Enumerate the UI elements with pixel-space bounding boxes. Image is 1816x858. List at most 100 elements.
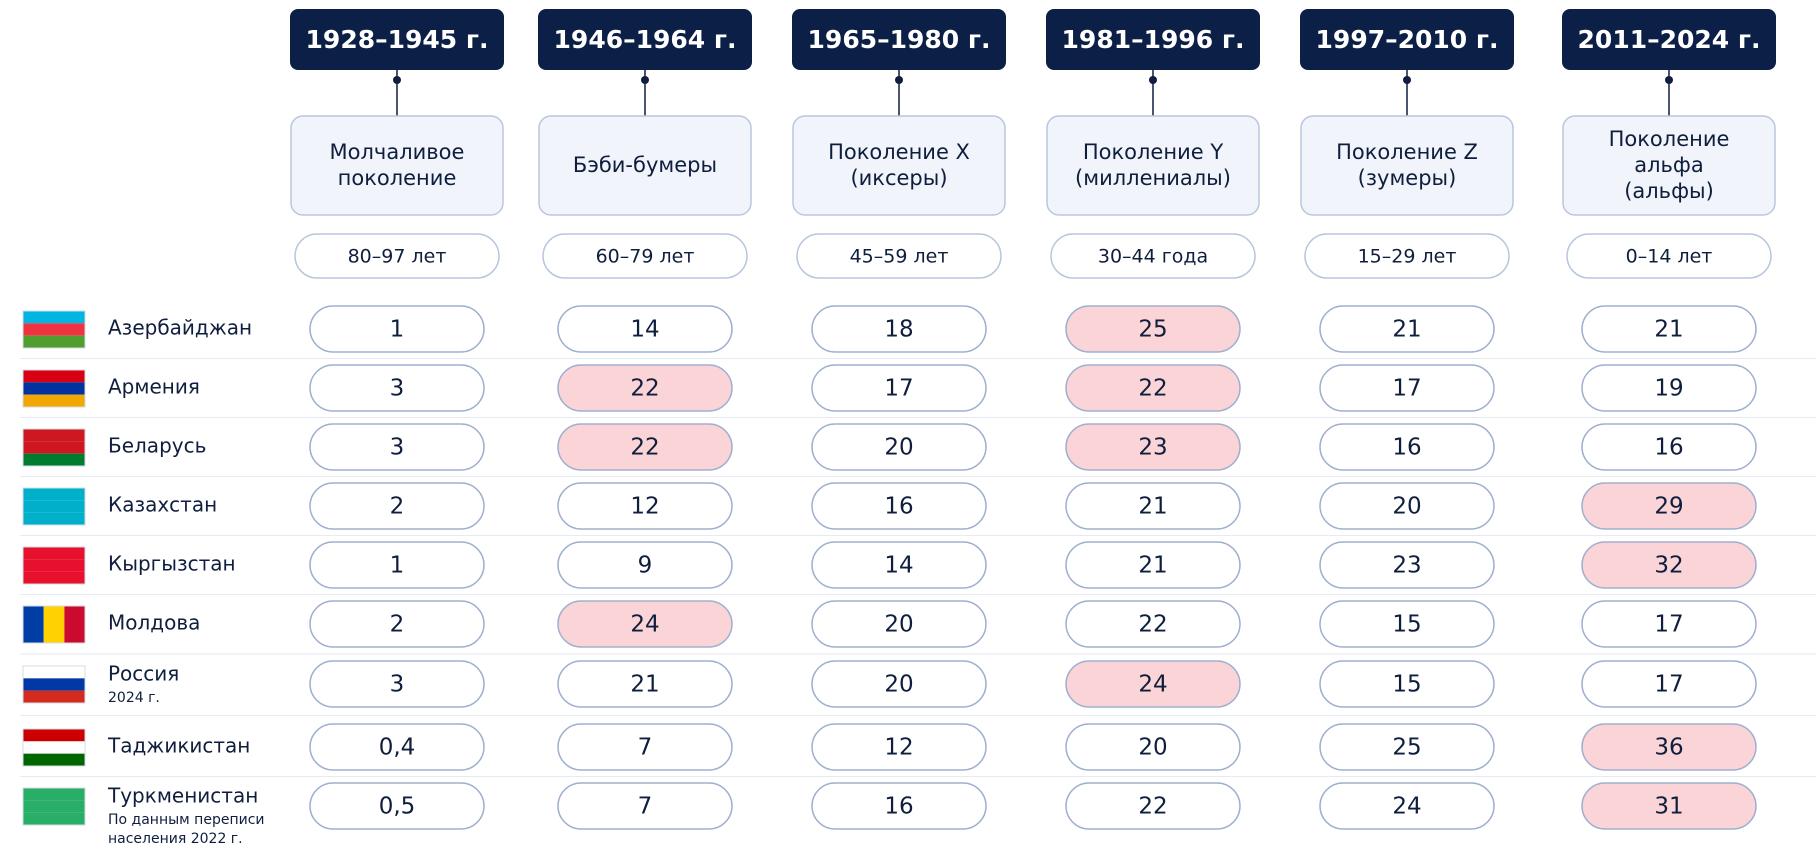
flag-border: [22, 665, 86, 704]
value: 22: [630, 376, 659, 402]
period: 1981–1996 г.: [1062, 25, 1245, 54]
flag-stripe: [23, 741, 85, 754]
value: 22: [1138, 612, 1167, 638]
generation: Молчаливое: [330, 140, 465, 164]
value-pill: [1065, 364, 1241, 412]
country: Молдова: [108, 611, 200, 635]
value: 17: [1654, 672, 1683, 698]
value: 21: [1654, 317, 1683, 343]
value-pill: [557, 305, 733, 353]
flag-stripe: [23, 606, 44, 643]
generation: (альфы): [1624, 179, 1714, 203]
value-pill: [557, 482, 733, 530]
value-pill: [309, 782, 485, 830]
generation-box: [1046, 115, 1260, 216]
flag-stripe: [23, 441, 85, 454]
value: 0,4: [379, 735, 416, 761]
value: 17: [1392, 376, 1421, 402]
value: 21: [1392, 317, 1421, 343]
value: 20: [884, 612, 913, 638]
flag-stripe: [23, 678, 85, 691]
period: 2011–2024 г.: [1578, 25, 1761, 54]
generation: Поколение Y: [1083, 140, 1223, 164]
country-note: населения 2022 г.: [108, 831, 243, 847]
value-pill: [811, 782, 987, 830]
value-pill: [1581, 782, 1757, 830]
country: Туркменистан: [107, 784, 258, 808]
flag-stripe: [23, 382, 85, 395]
period: 1965–1980 г.: [808, 25, 991, 54]
value-pill: [811, 600, 987, 648]
connector-dot: [393, 76, 401, 84]
value-pill: [1581, 660, 1757, 708]
period-box: [1300, 9, 1514, 70]
value: 24: [630, 612, 659, 638]
flag-stripe: [43, 606, 65, 643]
connector-dot: [1149, 76, 1157, 84]
value: 12: [884, 735, 913, 761]
flag-border: [22, 728, 86, 767]
value: 14: [630, 317, 659, 343]
value-pill: [811, 541, 987, 589]
flag-stripe: [23, 500, 85, 513]
flag-stripe: [23, 800, 85, 813]
value-pill: [1319, 364, 1495, 412]
value-pill: [1581, 541, 1757, 589]
value-pill: [1581, 305, 1757, 353]
value-pill: [557, 541, 733, 589]
value-pill: [1319, 660, 1495, 708]
value-pill: [1581, 723, 1757, 771]
flag-stripe: [23, 559, 85, 572]
flag-stripe: [23, 812, 85, 825]
age: 45–59 лет: [850, 246, 949, 268]
period: 1928–1945 г.: [306, 25, 489, 54]
value: 20: [1392, 494, 1421, 520]
flag-border: [22, 546, 86, 585]
value: 17: [884, 376, 913, 402]
value: 14: [884, 553, 913, 579]
value-pill: [811, 305, 987, 353]
generation: Поколение X: [828, 140, 970, 164]
flag-border: [22, 605, 86, 644]
value-pill: [811, 364, 987, 412]
value: 23: [1138, 435, 1167, 461]
value: 18: [884, 317, 913, 343]
value: 16: [884, 794, 913, 820]
country-note: 2024 г.: [108, 690, 160, 706]
value: 22: [630, 435, 659, 461]
flag-border: [22, 310, 86, 349]
value-pill: [309, 305, 485, 353]
value: 21: [1138, 494, 1167, 520]
flag-stripe: [23, 788, 85, 801]
value-pill: [557, 600, 733, 648]
value: 21: [1138, 553, 1167, 579]
value: 29: [1654, 494, 1683, 520]
period: 1997–2010 г.: [1316, 25, 1499, 54]
value: 32: [1654, 553, 1683, 579]
generation-box: [290, 115, 504, 216]
generation-box: [1562, 115, 1776, 216]
flag-stripe: [23, 690, 85, 703]
value-pill: [309, 482, 485, 530]
flag-stripe: [23, 311, 85, 324]
value: 22: [1138, 376, 1167, 402]
value: 19: [1654, 376, 1683, 402]
generation: (иксеры): [850, 166, 947, 190]
age: 15–29 лет: [1358, 246, 1457, 268]
flag-stripe: [23, 335, 85, 348]
value: 2: [390, 494, 405, 520]
value: 24: [1138, 672, 1167, 698]
value-pill: [1065, 782, 1241, 830]
flag-stripe: [23, 394, 85, 407]
value-pill: [557, 423, 733, 471]
value-pill: [811, 723, 987, 771]
country: Армения: [108, 375, 200, 399]
country: Казахстан: [108, 493, 217, 517]
flag-stripe: [23, 453, 85, 466]
flag-stripe: [23, 729, 85, 742]
value: 24: [1392, 794, 1421, 820]
generation: поколение: [338, 166, 457, 190]
generation-box: [538, 115, 752, 216]
value-pill: [1581, 364, 1757, 412]
